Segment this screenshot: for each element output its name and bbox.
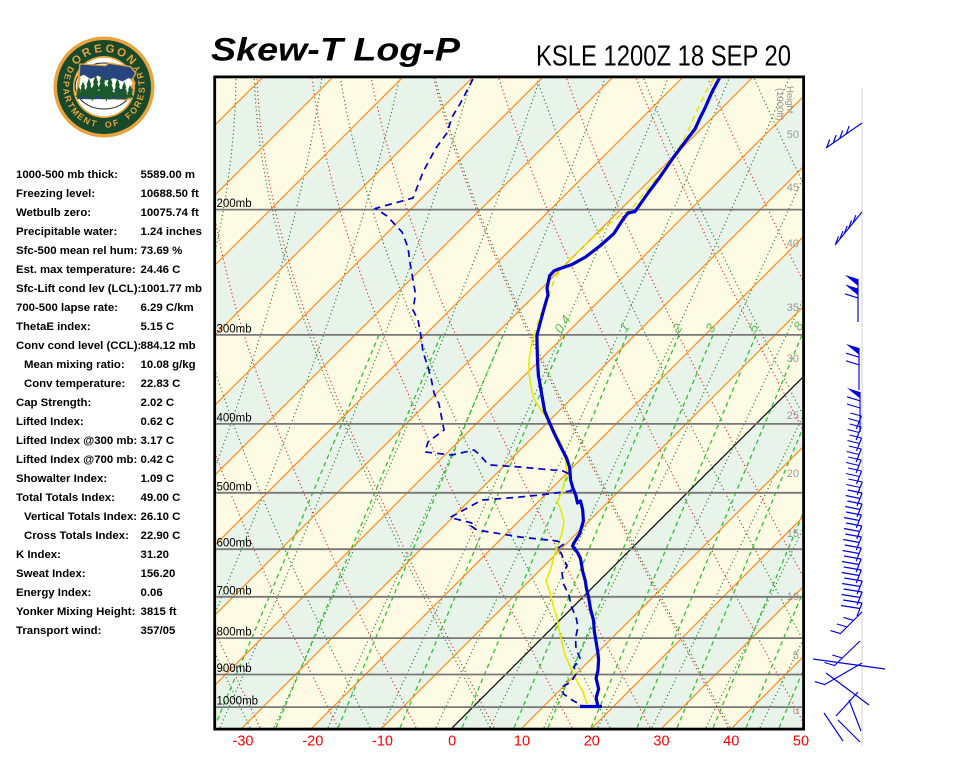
svg-text:10: 10: [787, 591, 799, 603]
svg-text:S: S: [136, 87, 146, 94]
svg-text:O: O: [104, 119, 112, 130]
svg-text:Skew-T Log-P: Skew-T Log-P: [211, 32, 460, 68]
svg-text:900mb: 900mb: [217, 663, 252, 675]
svg-text:1000mb: 1000mb: [217, 696, 259, 708]
svg-text:15: 15: [787, 528, 799, 540]
svg-text:D: D: [64, 65, 76, 75]
svg-text:R: R: [132, 99, 144, 110]
svg-text:50: 50: [787, 129, 799, 141]
svg-text:R: R: [62, 94, 74, 104]
svg-text:800mb: 800mb: [217, 627, 252, 639]
svg-text:10: 10: [514, 734, 530, 750]
svg-text:P: P: [61, 81, 71, 88]
svg-text:E: E: [75, 111, 86, 123]
svg-text:T: T: [136, 79, 147, 86]
svg-text:40: 40: [787, 238, 799, 250]
svg-text:T: T: [65, 101, 77, 111]
svg-text:30: 30: [653, 734, 669, 750]
svg-text:35: 35: [787, 302, 799, 314]
svg-text:O: O: [128, 105, 140, 117]
svg-text:20: 20: [584, 734, 600, 750]
svg-text:KSLE 1200Z 18 SEP 20: KSLE 1200Z 18 SEP 20: [536, 41, 791, 73]
svg-text:A: A: [61, 88, 72, 96]
svg-text:E: E: [135, 93, 146, 102]
svg-text:(1000ft): (1000ft): [774, 88, 785, 121]
svg-text:300mb: 300mb: [217, 323, 252, 335]
svg-text:0: 0: [448, 734, 456, 750]
svg-text:30: 30: [787, 353, 799, 365]
svg-text:E: E: [93, 43, 103, 56]
svg-text:40: 40: [723, 734, 739, 750]
svg-text:Y: Y: [131, 64, 143, 74]
svg-text:20: 20: [787, 468, 799, 480]
svg-text:50: 50: [793, 734, 809, 750]
svg-text:200mb: 200mb: [217, 198, 252, 210]
svg-text:400mb: 400mb: [217, 412, 252, 424]
svg-text:T: T: [90, 118, 99, 129]
svg-text:E: E: [62, 73, 73, 81]
svg-text:500mb: 500mb: [217, 481, 252, 493]
svg-text:5: 5: [793, 650, 799, 662]
svg-text:R: R: [134, 70, 146, 80]
svg-text:0: 0: [793, 705, 799, 717]
svg-text:F: F: [111, 117, 120, 128]
svg-text:F: F: [123, 110, 134, 122]
svg-text:700mb: 700mb: [217, 585, 252, 597]
svg-text:-30: -30: [233, 734, 254, 750]
svg-text:-10: -10: [372, 734, 393, 750]
svg-text:25: 25: [787, 410, 799, 422]
svg-text:G: G: [105, 43, 116, 56]
svg-text:-20: -20: [302, 734, 323, 750]
svg-text:Height: Height: [784, 86, 795, 114]
svg-text:45: 45: [787, 182, 799, 194]
svg-text:N: N: [82, 115, 92, 127]
svg-text:600mb: 600mb: [217, 538, 252, 550]
